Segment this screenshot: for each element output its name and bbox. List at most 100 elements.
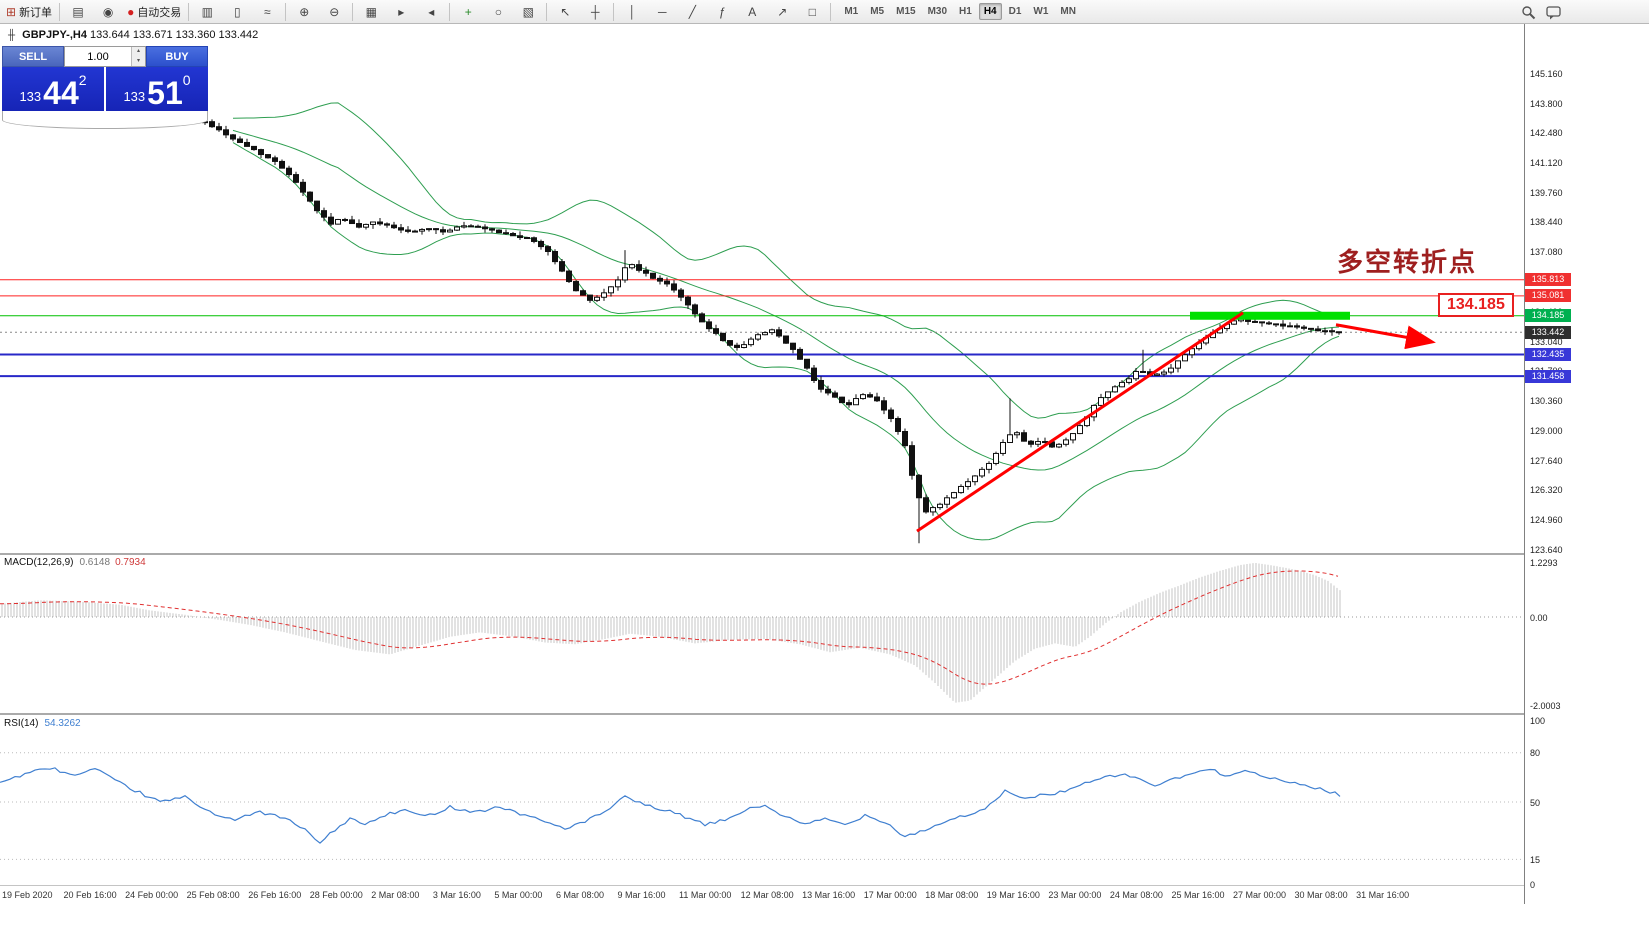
volume-up-button[interactable]: ▴ (132, 47, 145, 57)
timeframe-h1[interactable]: H1 (959, 6, 972, 17)
rsi-axis-tick: 0 (1530, 879, 1536, 890)
chart-shift-button[interactable]: ◂ (428, 4, 435, 19)
bollinger-bands (232, 102, 1340, 541)
price-badge-135.813: 135.813 (1525, 273, 1571, 287)
rsi-axis-tick: 15 (1530, 854, 1541, 865)
candles (202, 117, 1342, 544)
annotation-turning-point: 多空转折点 (1337, 247, 1478, 277)
price-badge-135.081: 135.081 (1525, 289, 1571, 303)
splitter-macd[interactable] (0, 553, 1524, 555)
rsi-axis-tick: 80 (1530, 748, 1541, 759)
price-tick: 133.040 (1530, 336, 1563, 347)
autotrading-button[interactable]: ● 自动交易 (127, 4, 182, 19)
volume-down-button[interactable]: ▾ (132, 56, 145, 66)
symbol-info: ╫ GBPJPY-,H4 133.644 133.671 133.360 133… (8, 29, 258, 41)
sell-price[interactable]: 133 44 2 (2, 67, 104, 111)
toolbar-separator (285, 2, 287, 21)
chart-canvas[interactable] (0, 24, 1524, 904)
sell-price-big: 44 (43, 75, 79, 111)
price-tick: 130.360 (1530, 395, 1563, 406)
rsi-line (0, 767, 1341, 844)
macd-label: MACD(12,26,9) 0.6148 0.7934 (4, 557, 146, 568)
trendline-button[interactable]: ╱ (688, 4, 696, 19)
sell-price-sup: 2 (78, 72, 87, 88)
templates-button[interactable]: ▧ (522, 4, 534, 19)
volume-input[interactable] (65, 47, 131, 66)
horizontal-line-button[interactable]: ─ (658, 4, 667, 19)
arrows-button[interactable]: ↗ (777, 4, 788, 19)
zoom-out-button[interactable]: ⊖ (329, 4, 340, 19)
rsi-label: RSI(14) 54.3262 (4, 718, 81, 729)
auto-scroll-button[interactable]: ▸ (398, 4, 405, 19)
macd-axis-tick: 1.2293 (1530, 558, 1558, 569)
crosshair-button[interactable]: ┼ (591, 4, 600, 19)
toolbar-separator (449, 2, 451, 21)
timeframe-m30[interactable]: M30 (927, 6, 948, 17)
buy-button[interactable]: BUY (146, 46, 208, 67)
periods-button[interactable]: ○ (494, 4, 502, 19)
vertical-line-button[interactable]: │ (628, 4, 637, 19)
symbol-chart-icon: ╫ (8, 30, 16, 41)
buy-price-big: 51 (147, 75, 183, 111)
time-label: 24 Feb 00:00 (125, 890, 179, 900)
toolbar-separator (352, 2, 354, 21)
indicators-button[interactable]: + (464, 4, 472, 19)
timeframe-m5[interactable]: M5 (870, 6, 885, 17)
fibonacci-button[interactable]: ƒ (718, 4, 726, 19)
profile-icon-button[interactable]: ▤ (72, 4, 84, 19)
time-label: 19 Mar 16:00 (986, 890, 1040, 900)
price-badge-134.185: 134.185 (1525, 309, 1571, 323)
new-order-button[interactable]: ⊞ 新订单 (6, 4, 53, 19)
toolbar-separator (613, 2, 615, 21)
bar-chart-button[interactable]: ▥ (201, 4, 213, 19)
highlight-zone-134185[interactable] (1190, 311, 1350, 320)
price-badge-131.458: 131.458 (1525, 369, 1571, 383)
time-label: 13 Mar 16:00 (802, 890, 856, 900)
cursor-button[interactable]: ↖ (560, 4, 571, 19)
volume-field: ▴ ▾ (64, 46, 146, 67)
community-icon-button[interactable]: ◉ (102, 4, 114, 19)
time-axis[interactable]: 19 Feb 2020 20 Feb 16:00 24 Feb 00:00 25 Fe… (0, 886, 1524, 904)
price-tick: 126.320 (1530, 485, 1563, 496)
price-tick: 141.120 (1530, 157, 1563, 168)
time-label: 5 Mar 00:00 (494, 890, 543, 900)
time-label: 3 Mar 16:00 (432, 890, 481, 900)
timeframe-m1[interactable]: M1 (844, 6, 859, 17)
price-badge-133.442: 133.442 (1525, 325, 1571, 339)
search-icon[interactable] (1521, 5, 1536, 20)
bearish-arrow[interactable] (1335, 323, 1436, 350)
candlestick-chart-button[interactable]: ▯ (234, 4, 241, 19)
chat-icon[interactable] (1546, 5, 1561, 20)
price-tick: 142.480 (1530, 127, 1563, 138)
time-label: 25 Feb 08:00 (186, 890, 240, 900)
sell-button[interactable]: SELL (2, 46, 64, 67)
bullish-trendline[interactable] (916, 311, 1244, 533)
time-label: 27 Mar 00:00 (1233, 890, 1287, 900)
timeframe-m15[interactable]: M15 (896, 6, 916, 17)
macd-histogram (1, 563, 1341, 703)
zoom-in-button[interactable]: ⊕ (299, 4, 310, 19)
timeframe-w1[interactable]: W1 (1033, 6, 1049, 17)
trade-panel-collapse-arc[interactable] (2, 111, 208, 129)
timeframe-group: M1 M5 M15 M30 H1 H4 D1 W1 MN (838, 3, 1082, 20)
splitter-rsi[interactable] (0, 713, 1524, 715)
time-label: 18 Mar 08:00 (925, 890, 979, 900)
timeframe-h4[interactable]: H4 (978, 3, 1002, 20)
price-tick: 138.440 (1530, 217, 1563, 228)
buy-price-prefix: 133 (123, 89, 146, 104)
time-label: 25 Mar 16:00 (1171, 890, 1225, 900)
shapes-button[interactable]: □ (808, 4, 816, 19)
time-label: 30 Mar 08:00 (1294, 890, 1348, 900)
price-axis[interactable]: 145.160 143.800 142.480 141.120 139.760 138.4… (1524, 24, 1649, 904)
price-tick: 145.160 (1530, 68, 1563, 79)
line-chart-button[interactable]: ≈ (264, 4, 271, 19)
text-button[interactable]: A (748, 4, 757, 19)
tile-windows-button[interactable]: ▦ (365, 4, 377, 19)
time-label: 26 Feb 16:00 (248, 890, 302, 900)
time-label: 9 Mar 16:00 (617, 890, 666, 900)
buy-price[interactable]: 133 51 0 (106, 67, 208, 111)
timeframe-d1[interactable]: D1 (1008, 6, 1022, 17)
toolbar-separator (830, 2, 832, 21)
macd-axis-tick: 0.00 (1530, 612, 1548, 623)
timeframe-mn[interactable]: MN (1060, 6, 1076, 17)
